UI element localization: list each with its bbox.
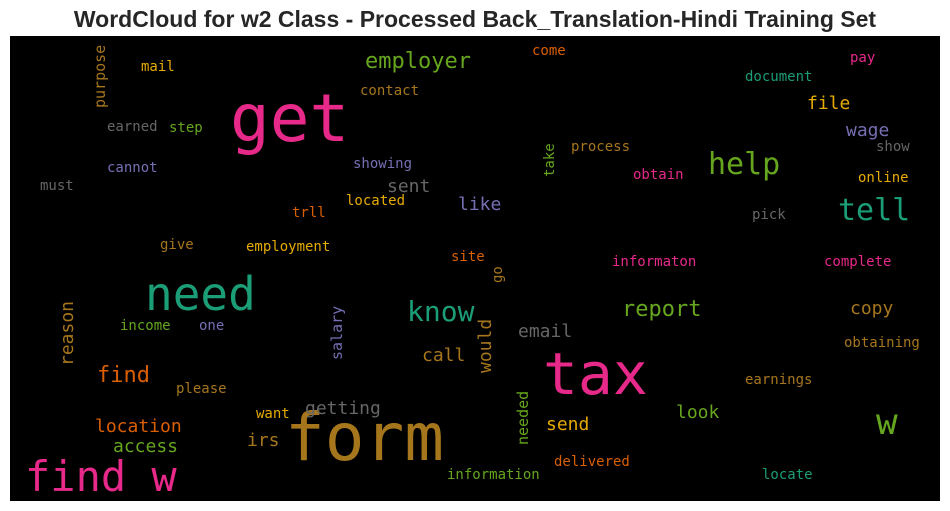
word-go: go: [490, 266, 506, 283]
word-must: must: [40, 178, 74, 194]
word-copy: copy: [850, 298, 894, 319]
word-purpose: purpose: [91, 45, 109, 108]
word-tell: tell: [838, 193, 910, 228]
word-tax: tax: [543, 340, 648, 408]
word-earnings: earnings: [745, 372, 812, 388]
word-reason: reason: [57, 301, 78, 366]
word-get: get: [230, 80, 349, 157]
word-trll: trll: [292, 205, 326, 221]
word-needed: needed: [514, 391, 532, 445]
word-delivered: delivered: [554, 454, 630, 470]
word-step: step: [169, 120, 203, 136]
word-email: email: [518, 321, 572, 342]
word-like: like: [458, 194, 501, 215]
word-need: need: [145, 267, 256, 321]
word-form: form: [285, 399, 444, 476]
word-w: w: [876, 402, 898, 443]
word-irs: irs: [247, 430, 280, 451]
word-send: send: [546, 414, 589, 435]
word-give: give: [160, 237, 194, 253]
word-getting: getting: [305, 398, 381, 419]
word-want: want: [256, 406, 290, 422]
word-complete: complete: [824, 254, 891, 270]
wordcloud-canvas: form get tax need find w w help tell know employe…: [10, 36, 940, 501]
word-come: come: [532, 43, 566, 59]
word-access: access: [113, 436, 178, 457]
chart-title: WordCloud for w2 Class - Processed Back_…: [73, 6, 877, 32]
word-income: income: [120, 318, 171, 334]
word-find-w: find w: [25, 452, 177, 501]
word-salary: salary: [328, 306, 346, 360]
word-file: file: [807, 93, 850, 114]
word-show: show: [876, 139, 910, 155]
word-locate: locate: [762, 467, 813, 483]
word-site: site: [451, 249, 485, 265]
word-located: located: [346, 193, 405, 209]
word-informaton: informaton: [612, 254, 696, 270]
word-take: take: [542, 143, 558, 177]
word-contact: contact: [360, 83, 419, 99]
word-call: call: [422, 345, 465, 366]
word-please: please: [176, 381, 227, 397]
word-obtain: obtain: [633, 167, 684, 183]
word-location: location: [95, 416, 182, 437]
word-would: would: [475, 319, 496, 373]
word-pick: pick: [752, 207, 786, 223]
word-earned: earned: [107, 119, 158, 135]
word-one: one: [199, 318, 224, 334]
word-document: document: [745, 69, 812, 85]
word-process: process: [571, 139, 630, 155]
word-showing: showing: [353, 156, 412, 172]
word-obtaining: obtaining: [844, 335, 920, 351]
word-online: online: [858, 170, 909, 186]
word-look: look: [676, 402, 720, 423]
wordcloud-svg: form get tax need find w w help tell know employe…: [25, 43, 920, 501]
word-pay: pay: [850, 50, 875, 66]
word-know: know: [407, 295, 475, 328]
word-sent: sent: [387, 176, 430, 197]
word-mail: mail: [141, 59, 175, 75]
word-employer: employer: [365, 49, 471, 74]
word-wage: wage: [846, 120, 889, 141]
word-information: information: [447, 467, 540, 483]
word-find: find: [97, 363, 150, 388]
word-help: help: [708, 147, 780, 182]
word-cannot: cannot: [107, 160, 158, 176]
word-employment: employment: [246, 239, 330, 255]
word-report: report: [622, 297, 701, 322]
